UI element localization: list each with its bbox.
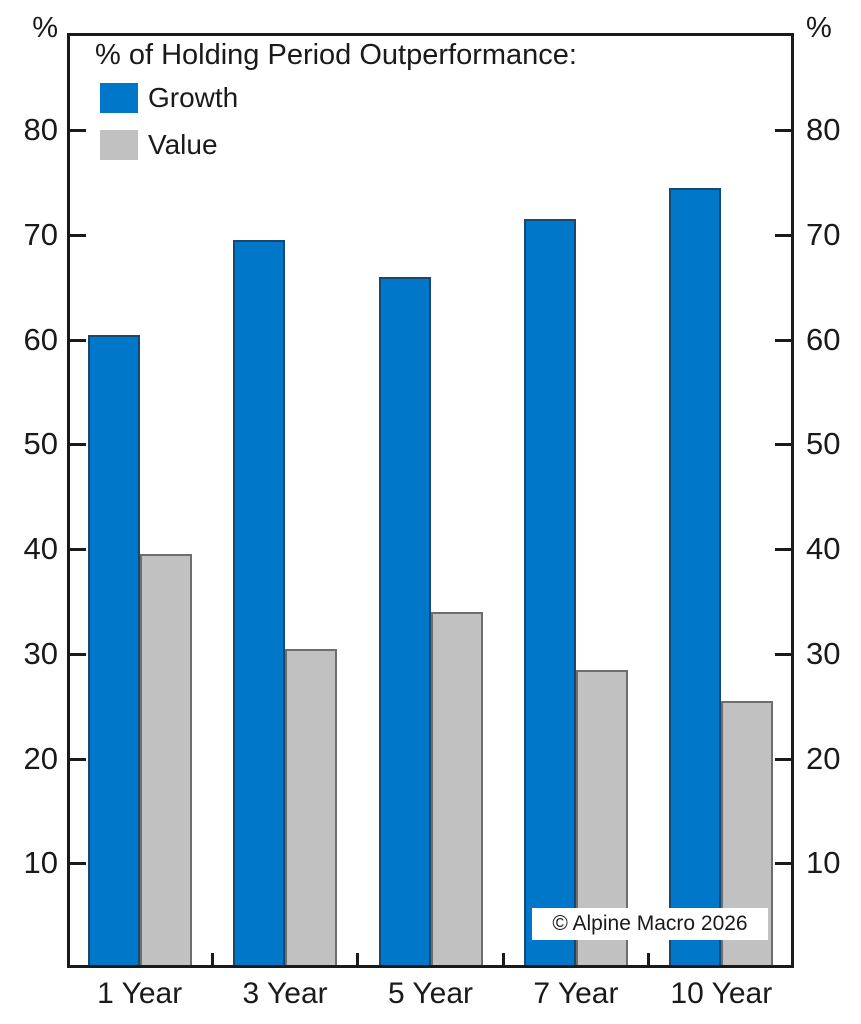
- legend-swatch-growth-icon: [100, 83, 138, 113]
- y-tick-label-right: 40: [806, 531, 841, 566]
- legend-swatch-value-icon: [100, 130, 138, 160]
- y-tick-label-left: 20: [23, 741, 58, 776]
- y-tick-left: [70, 862, 86, 865]
- y-tick-label-left: 60: [23, 322, 58, 357]
- y-tick-left: [70, 129, 86, 132]
- value-bar: [430, 612, 483, 968]
- y-tick-right: [775, 234, 791, 237]
- y-tick-label-right: 30: [806, 636, 841, 671]
- y-tick-label-left: 80: [23, 112, 58, 147]
- y-tick-left: [70, 758, 86, 761]
- value-bar: [285, 649, 338, 968]
- y-tick-right: [775, 339, 791, 342]
- y-tick-label-left: 10: [23, 845, 58, 880]
- y-tick-label-right: 70: [806, 217, 841, 252]
- growth-bar: [669, 188, 722, 968]
- growth-bar: [378, 277, 431, 968]
- y-tick-right: [775, 758, 791, 761]
- y-axis-unit-right: %: [806, 12, 832, 44]
- y-tick-label-right: 50: [806, 426, 841, 461]
- legend-label-growth: Growth: [148, 82, 239, 113]
- y-tick-left: [70, 339, 86, 342]
- y-tick-right: [775, 862, 791, 865]
- x-category-label: 5 Year: [387, 977, 474, 1010]
- x-category-label: 10 Year: [670, 977, 773, 1010]
- growth-bar: [523, 219, 576, 968]
- growth-bar: [233, 240, 286, 968]
- y-tick-label-left: 40: [23, 531, 58, 566]
- category-separator-tick: [501, 953, 505, 965]
- y-tick-right: [775, 548, 791, 551]
- x-category-label: 3 Year: [242, 977, 328, 1010]
- category-separator-tick: [647, 953, 651, 965]
- copyright-note: © Alpine Macro 2026: [532, 908, 768, 940]
- y-tick-label-left: 50: [23, 426, 58, 461]
- y-tick-left: [70, 548, 86, 551]
- y-tick-right: [775, 443, 791, 446]
- y-axis-unit-left: %: [32, 12, 58, 44]
- y-tick-right: [775, 129, 791, 132]
- y-tick-right: [775, 653, 791, 656]
- y-tick-label-right: 60: [806, 322, 841, 357]
- y-tick-label-left: 70: [23, 217, 58, 252]
- y-tick-left: [70, 234, 86, 237]
- value-bar: [139, 554, 192, 968]
- y-tick-left: [70, 443, 86, 446]
- y-tick-label-left: 30: [23, 636, 58, 671]
- y-tick-label-right: 10: [806, 845, 841, 880]
- x-category-label: 1 Year: [97, 977, 183, 1010]
- category-separator-tick: [210, 953, 214, 965]
- y-tick-left: [70, 653, 86, 656]
- y-tick-label-right: 80: [806, 112, 841, 147]
- category-separator-tick: [356, 953, 360, 965]
- y-tick-label-right: 20: [806, 741, 841, 776]
- x-category-label: 7 Year: [533, 977, 619, 1010]
- legend-label-value: Value: [148, 129, 218, 160]
- growth-bar: [87, 335, 140, 968]
- chart-title: % of Holding Period Outperformance:: [95, 39, 577, 71]
